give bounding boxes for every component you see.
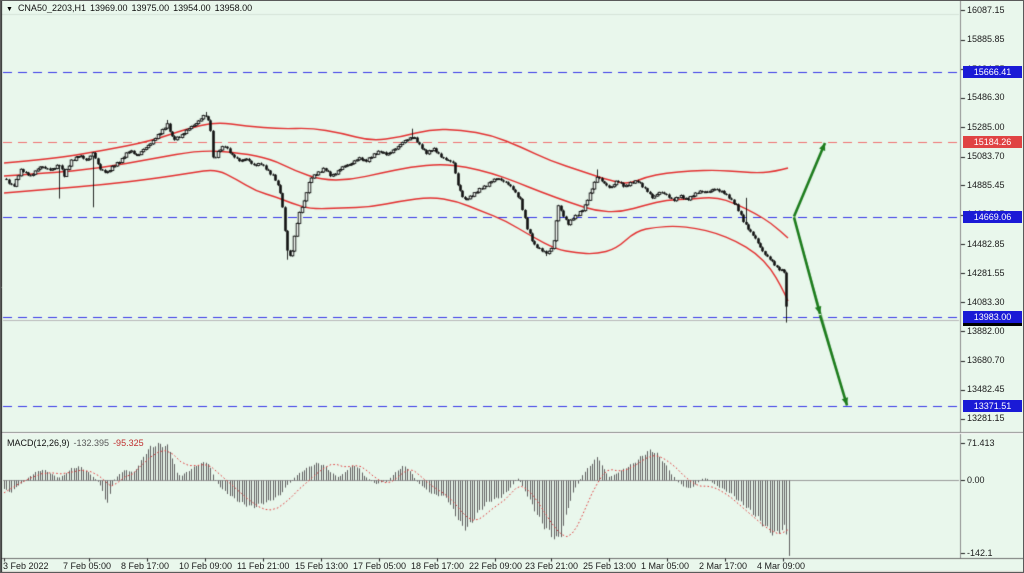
price-tick-label: 16087.15 xyxy=(967,4,1005,15)
level-badge-blue: 15666.41 xyxy=(963,65,1022,78)
time-tick-label: 25 Feb 13:00 xyxy=(583,561,637,571)
time-tick-label: 4 Mar 09:00 xyxy=(757,561,806,571)
price-tick-label: 15083.70 xyxy=(967,151,1005,162)
time-tick-label: 23 Feb 21:00 xyxy=(525,561,579,571)
time-tick-label: 7 Feb 05:00 xyxy=(63,561,112,571)
price-tick-label: 15885.85 xyxy=(967,34,1005,45)
time-tick-label: 8 Feb 17:00 xyxy=(121,561,170,571)
macd-tick-label: 71.413 xyxy=(967,437,995,448)
time-tick-label: 1 Mar 05:00 xyxy=(641,561,690,571)
ohlc-low: 13954.00 xyxy=(173,3,211,13)
level-badge-blue: 13371.51 xyxy=(963,399,1022,412)
macd-main-value: -132.395 xyxy=(73,438,110,448)
price-tick-label: 15285.00 xyxy=(967,121,1005,132)
chart-title: ▼ CNA50_2203,H1 13969.00 13975.00 13954.00 13… xyxy=(6,3,256,13)
macd-indicator-label: MACD(12,26,9) -132.395 -95.325 xyxy=(7,438,144,448)
price-tick-label: 13882.00 xyxy=(967,325,1005,336)
time-tick-label: 17 Feb 05:00 xyxy=(353,561,407,571)
ohlc-open: 13969.00 xyxy=(89,3,128,13)
time-tick-label: 3 Feb 2022 xyxy=(3,561,49,571)
price-tick-label: 13482.45 xyxy=(967,384,1005,395)
time-tick-label: 22 Feb 09:00 xyxy=(469,561,523,571)
time-tick-label: 11 Feb 21:00 xyxy=(237,561,290,571)
macd-signal-value: -95.325 xyxy=(113,438,144,448)
price-tick-label: 13680.70 xyxy=(967,355,1005,366)
price-tick-label: 14885.45 xyxy=(967,179,1005,190)
time-tick-label: 18 Feb 17:00 xyxy=(411,561,465,571)
price-tick-label: 14281.55 xyxy=(967,267,1005,278)
macd-tick-label: -142.1 xyxy=(967,547,993,558)
macd-params: MACD(12,26,9) xyxy=(7,438,70,448)
symbol-label: CNA50_2203,H1 xyxy=(17,3,86,13)
time-tick-label: 2 Mar 17:00 xyxy=(699,561,748,571)
price-tick-label: 14482.85 xyxy=(967,238,1005,249)
ohlc-high: 13975.00 xyxy=(131,3,170,13)
time-tick-label: 10 Feb 09:00 xyxy=(179,561,233,571)
level-badge-blue: 13983.00 xyxy=(963,310,1022,323)
level-badge-red: 15184.26 xyxy=(963,135,1022,148)
macd-tick-label: 0.00 xyxy=(967,474,985,485)
chart-collapse-button[interactable]: ▼ xyxy=(6,6,13,13)
price-tick-label: 14083.30 xyxy=(967,296,1005,307)
ohlc-close: 13958.00 xyxy=(214,3,253,13)
time-tick-label: 15 Feb 13:00 xyxy=(295,561,349,571)
price-tick-label: 13281.15 xyxy=(967,413,1005,424)
price-tick-label: 15486.30 xyxy=(967,92,1005,103)
level-badge-blue: 14669.06 xyxy=(963,210,1022,223)
